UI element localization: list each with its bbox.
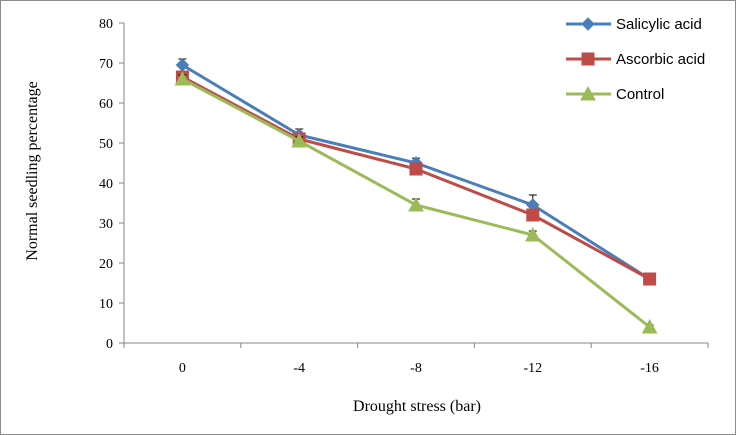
y-tick-label: 30 [99, 217, 113, 232]
legend-label: Salicylic acid [616, 16, 702, 33]
series-ascorbic-acid [175, 70, 657, 286]
x-tick-label: -16 [640, 361, 659, 376]
legend-marker-salicylic-acid [581, 17, 595, 31]
x-axis-title: Drought stress (bar) [353, 398, 481, 415]
legend: Salicylic acid Ascorbic acid Control [566, 16, 705, 103]
x-tick-label: -12 [523, 361, 542, 376]
series-control [174, 70, 658, 334]
x-tick-labels: 0 -4 -8 -12 -16 [179, 361, 659, 376]
data-point-control [291, 132, 308, 148]
y-tick-label: 70 [99, 57, 113, 72]
x-tick-label: -4 [293, 361, 305, 376]
y-tick-label: 60 [99, 97, 113, 112]
y-tick-label: 50 [99, 137, 113, 152]
data-point-ascorbic-acid [526, 208, 540, 222]
data-point-ascorbic-acid [643, 272, 657, 286]
y-tick-label: 80 [99, 17, 113, 32]
legend-item-control: Control [566, 85, 664, 103]
y-tick-label: 0 [106, 337, 113, 352]
chart-axes [119, 22, 709, 348]
y-tick-label: 40 [99, 177, 113, 192]
x-tick-label: 0 [179, 361, 186, 376]
legend-marker-ascorbic-acid [581, 52, 595, 66]
data-point-ascorbic-acid [409, 162, 423, 176]
series-layer [174, 58, 658, 334]
data-point-control [408, 196, 424, 212]
legend-item-ascorbic-acid: Ascorbic acid [566, 51, 705, 68]
y-axis-title: Normal seedling percentage [24, 81, 41, 260]
x-tick-label: -8 [410, 361, 422, 376]
data-point-control [524, 226, 541, 242]
legend-item-salicylic-acid: Salicylic acid [566, 16, 702, 33]
y-tick-label: 20 [99, 257, 113, 272]
data-point-control [641, 318, 658, 334]
legend-label: Control [616, 86, 664, 103]
y-tick-label: 10 [99, 297, 113, 312]
legend-label: Ascorbic acid [616, 51, 705, 68]
data-point-control [174, 70, 191, 86]
y-tick-labels: 0 10 20 30 40 50 60 70 80 [99, 17, 113, 352]
legend-marker-control [580, 85, 596, 101]
